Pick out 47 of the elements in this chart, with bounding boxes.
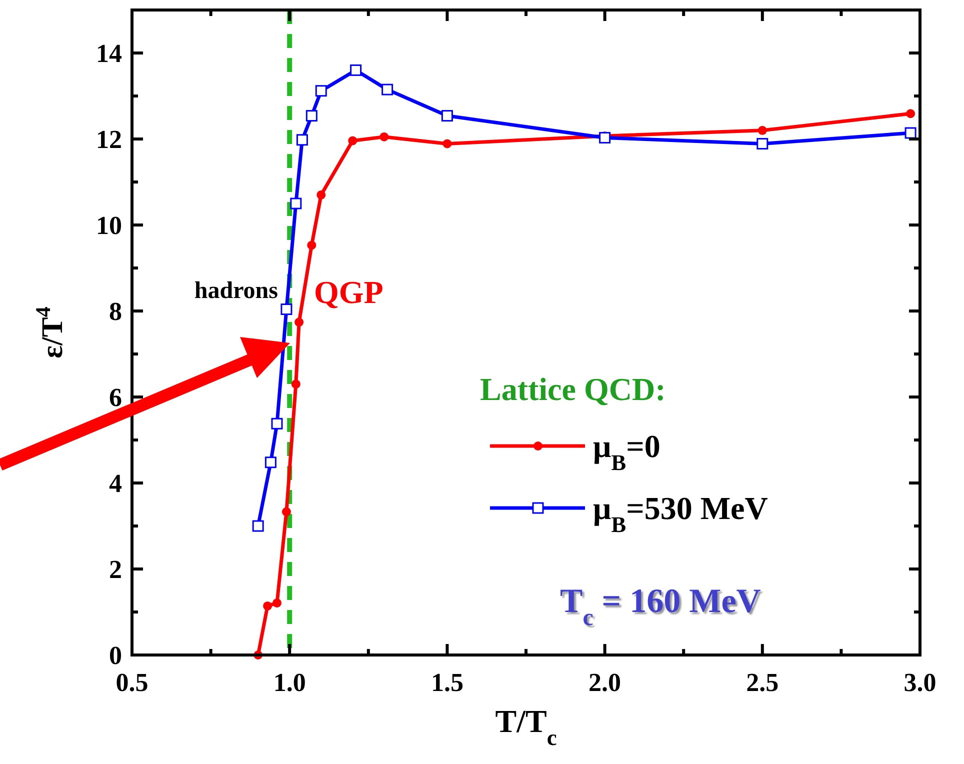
y-tick-label: 2: [109, 555, 122, 584]
legend-title: Lattice QCD:: [480, 371, 666, 407]
y-tick-label: 6: [109, 383, 122, 412]
point: [291, 380, 300, 389]
annotation: T$_{c}$ = 160 MeV: [560, 583, 762, 631]
legend-label: μ$_{B}$=530 MeV: [593, 490, 768, 536]
point: [442, 139, 452, 148]
annotation: QGP: [314, 274, 384, 310]
point: [315, 85, 327, 97]
text: 3.0: [904, 668, 936, 697]
annotation: hadrons: [194, 278, 278, 304]
point: [758, 126, 767, 135]
point: [906, 109, 916, 118]
point: [282, 507, 291, 516]
point: [307, 240, 316, 250]
point: [904, 127, 916, 139]
y-tick-label: 8: [109, 297, 122, 326]
y-tick-label: 0: [109, 641, 122, 670]
point: [348, 136, 358, 146]
point: [350, 64, 362, 76]
point: [306, 110, 318, 122]
point: [272, 598, 282, 608]
point: [290, 198, 302, 210]
point: [380, 132, 389, 142]
point: [382, 84, 394, 96]
y-tick-label: 10: [96, 211, 122, 240]
point: [264, 456, 276, 468]
point: [294, 318, 304, 327]
legend-label: μ$_{B}$=0: [593, 428, 660, 474]
point: [316, 190, 326, 200]
text: 2.0: [588, 668, 622, 697]
x-tick-label: 2.5: [746, 668, 779, 697]
y-tick-label: 4: [109, 469, 122, 498]
point: [599, 132, 611, 144]
point: [441, 110, 453, 122]
x-tick-label: 0.5: [116, 668, 148, 697]
x-axis-title: T/T$_{c}$: [495, 703, 557, 750]
point: [263, 601, 272, 610]
point: [252, 520, 264, 532]
point: [271, 418, 283, 430]
point: [296, 134, 308, 146]
x-tick-label: 1.5: [430, 668, 464, 697]
y-tick-label: 14: [96, 39, 122, 68]
text: 1.0: [273, 668, 306, 697]
point: [280, 304, 292, 316]
point: [756, 138, 768, 150]
y-tick-label: 12: [96, 125, 122, 154]
